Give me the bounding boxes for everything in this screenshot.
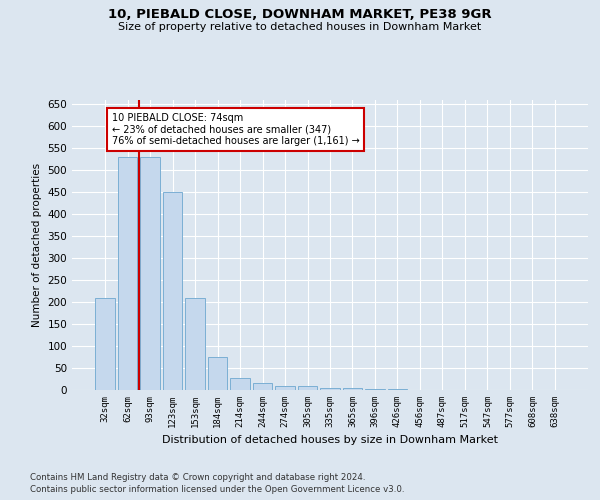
Bar [95,298,115,390]
Bar [298,386,317,390]
Bar [163,192,182,390]
Bar [140,157,160,390]
Bar [275,386,295,390]
Text: Contains public sector information licensed under the Open Government Licence v3: Contains public sector information licen… [30,485,404,494]
Bar [185,298,205,390]
Bar [253,384,272,390]
Bar [365,388,385,390]
Bar [388,389,407,390]
Bar [343,388,362,390]
Text: 10, PIEBALD CLOSE, DOWNHAM MARKET, PE38 9GR: 10, PIEBALD CLOSE, DOWNHAM MARKET, PE38 … [108,8,492,20]
Y-axis label: Number of detached properties: Number of detached properties [32,163,42,327]
Text: Size of property relative to detached houses in Downham Market: Size of property relative to detached ho… [118,22,482,32]
Bar [208,357,227,390]
Text: 10 PIEBALD CLOSE: 74sqm
← 23% of detached houses are smaller (347)
76% of semi-d: 10 PIEBALD CLOSE: 74sqm ← 23% of detache… [112,113,359,146]
Bar [118,157,137,390]
Text: Distribution of detached houses by size in Downham Market: Distribution of detached houses by size … [162,435,498,445]
Bar [230,378,250,390]
Text: Contains HM Land Registry data © Crown copyright and database right 2024.: Contains HM Land Registry data © Crown c… [30,472,365,482]
Bar [320,388,340,390]
